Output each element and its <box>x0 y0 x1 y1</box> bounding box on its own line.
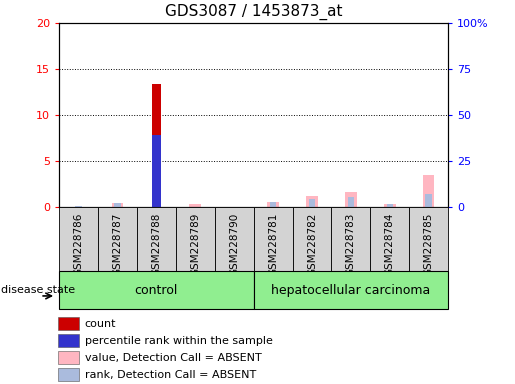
Bar <box>309 199 315 207</box>
Bar <box>253 207 293 271</box>
Text: disease state: disease state <box>1 285 75 295</box>
Bar <box>425 194 432 207</box>
Text: count: count <box>84 319 116 329</box>
Bar <box>58 334 79 347</box>
Bar <box>253 271 448 309</box>
Bar <box>267 202 279 207</box>
Text: GSM228781: GSM228781 <box>268 212 278 276</box>
Text: GSM228783: GSM228783 <box>346 212 356 276</box>
Text: percentile rank within the sample: percentile rank within the sample <box>84 336 272 346</box>
Bar <box>151 84 161 207</box>
Bar <box>151 136 161 207</box>
Bar <box>306 196 318 207</box>
Bar <box>176 207 215 271</box>
Bar <box>293 207 332 271</box>
Bar <box>98 207 137 271</box>
Bar <box>332 207 370 271</box>
Bar <box>59 207 98 271</box>
Bar <box>114 203 121 207</box>
Text: GSM228782: GSM228782 <box>307 212 317 276</box>
Text: GSM228785: GSM228785 <box>424 212 434 276</box>
Text: control: control <box>135 284 178 297</box>
Bar <box>423 175 435 207</box>
Text: GSM228788: GSM228788 <box>151 212 161 276</box>
Bar <box>58 351 79 364</box>
Bar <box>215 207 253 271</box>
Bar <box>384 204 396 207</box>
Text: rank, Detection Call = ABSENT: rank, Detection Call = ABSENT <box>84 370 256 380</box>
Text: hepatocellular carcinoma: hepatocellular carcinoma <box>271 284 431 297</box>
Bar <box>58 317 79 330</box>
Bar <box>112 203 124 207</box>
Text: GSM228784: GSM228784 <box>385 212 394 276</box>
Text: GSM228787: GSM228787 <box>113 212 123 276</box>
Text: GSM228786: GSM228786 <box>74 212 83 276</box>
Bar <box>409 207 448 271</box>
Text: GSM228789: GSM228789 <box>191 212 200 276</box>
Bar <box>190 204 201 207</box>
Bar <box>59 271 253 309</box>
Text: value, Detection Call = ABSENT: value, Detection Call = ABSENT <box>84 353 262 363</box>
Bar <box>76 206 82 207</box>
Bar <box>345 192 357 207</box>
Bar <box>58 368 79 381</box>
Bar <box>370 207 409 271</box>
Bar <box>387 204 393 207</box>
Bar <box>270 202 276 207</box>
Bar <box>137 207 176 271</box>
Title: GDS3087 / 1453873_at: GDS3087 / 1453873_at <box>165 4 342 20</box>
Bar <box>348 197 354 207</box>
Text: GSM228790: GSM228790 <box>229 212 239 276</box>
